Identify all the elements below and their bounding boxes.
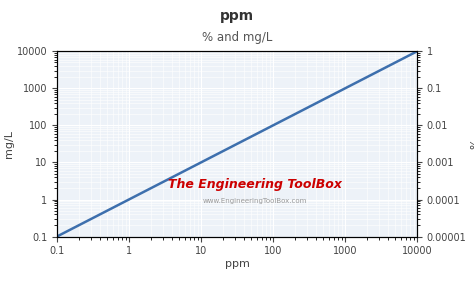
Text: www.EngineeringToolBox.com: www.EngineeringToolBox.com <box>203 198 307 204</box>
Y-axis label: %: % <box>471 139 474 149</box>
Text: The Engineering ToolBox: The Engineering ToolBox <box>168 178 342 191</box>
Text: % and mg/L: % and mg/L <box>202 31 272 44</box>
Text: ppm: ppm <box>220 9 254 23</box>
X-axis label: ppm: ppm <box>225 259 249 269</box>
Y-axis label: mg/L: mg/L <box>4 130 14 158</box>
